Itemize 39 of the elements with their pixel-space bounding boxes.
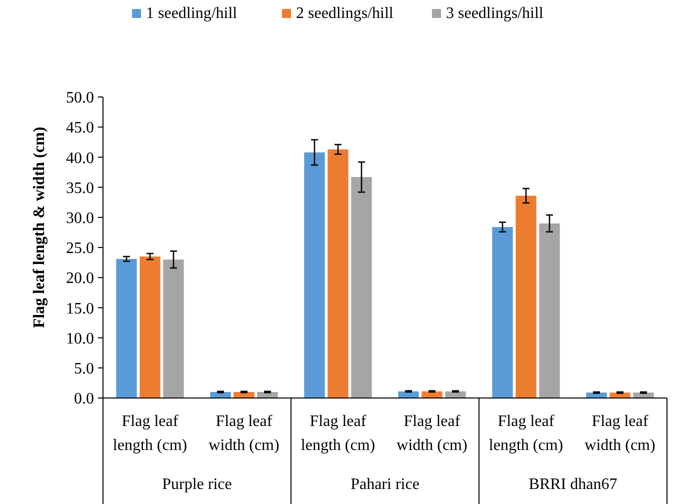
y-tick-label: 30.0: [66, 210, 94, 227]
bar: [516, 196, 536, 398]
y-tick-label: 50.0: [66, 90, 94, 107]
legend-label: 2 seedlings/hill: [296, 5, 394, 22]
y-tick-label: 25.0: [66, 240, 94, 258]
bar: [234, 392, 254, 398]
bar: [163, 260, 184, 398]
text: BRRI dhan67: [528, 476, 618, 493]
x-tick-label: Flag leaf width (cm): [208, 413, 280, 454]
y-tick-label: 45.0: [66, 120, 94, 137]
x-tick-label: Flag leaf width (cm): [584, 413, 656, 454]
legend-label: 1 seedling/hill: [146, 5, 238, 22]
bar: [328, 149, 348, 398]
y-tick-label: 0.0: [74, 390, 94, 408]
x-tick-label: Flag leaf length (cm): [300, 413, 376, 454]
bar: [539, 223, 560, 398]
bar: [304, 152, 325, 398]
x-tick-label: Flag leaf width (cm): [396, 413, 468, 454]
y-tick-label: 10.0: [66, 330, 94, 348]
bar: [398, 391, 419, 398]
y-tick-label: 15.0: [66, 300, 94, 318]
y-tick-label: 5.0: [74, 360, 94, 378]
y-axis-title: Flag leaf length & width (cm): [31, 126, 48, 328]
bar: [116, 258, 137, 398]
bar: [492, 227, 513, 398]
x-tick-label: Flag leaf length (cm): [112, 413, 188, 454]
bar: [445, 391, 466, 398]
bar: [257, 392, 278, 398]
y-tick-label: 35.0: [66, 180, 94, 197]
text: Pahari rice: [350, 476, 420, 493]
bar: [210, 392, 231, 398]
y-tick-label: 20.0: [66, 270, 94, 288]
bar: [140, 256, 160, 398]
text: Purple rice: [162, 476, 232, 493]
bar: [422, 391, 442, 398]
y-tick-label: 40.0: [66, 150, 94, 167]
bar: [351, 177, 372, 398]
legend-label: 3 seedlings/hill: [446, 5, 544, 22]
x-tick-label: Flag leaf length (cm): [488, 413, 564, 454]
